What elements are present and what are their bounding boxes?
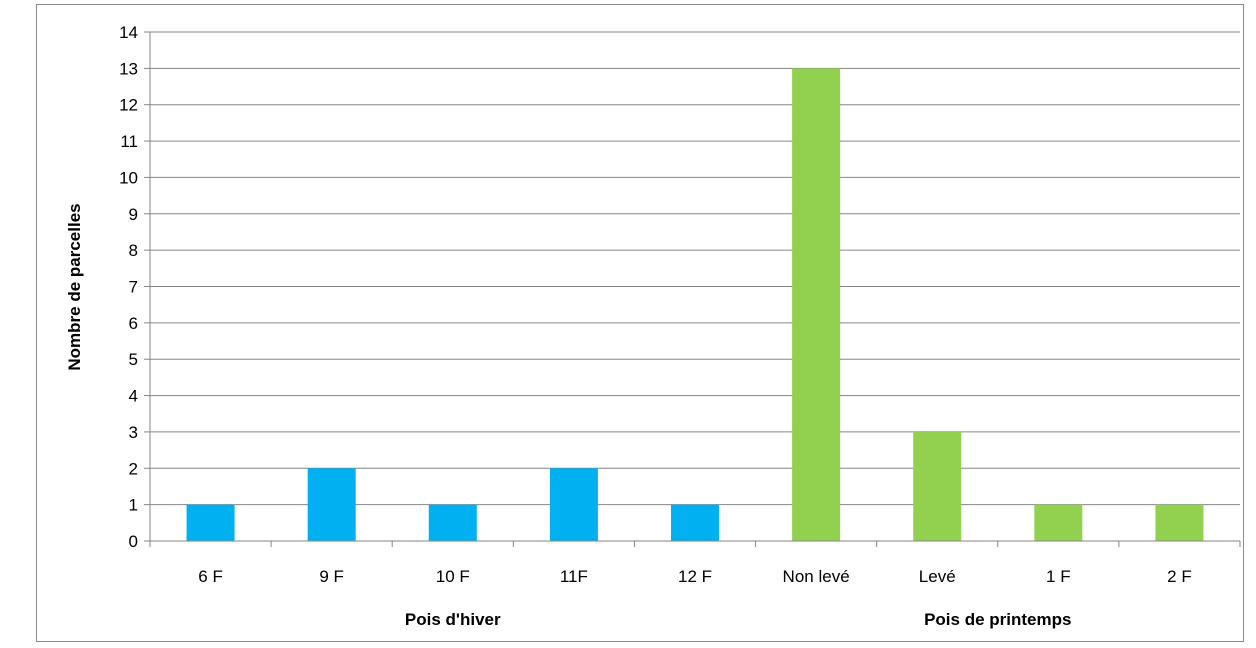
y-tick-label: 11 <box>120 132 138 151</box>
y-tick-label: 7 <box>129 278 138 297</box>
bar <box>671 504 719 541</box>
bar <box>549 468 598 541</box>
group-label: Pois d'hiver <box>405 610 501 629</box>
x-tick-label: 6 F <box>198 567 223 586</box>
group-labels: Pois d'hiver Pois de printemps <box>405 610 1072 629</box>
y-tick-label: 13 <box>119 59 138 78</box>
x-tick-labels: 6 F 9 F 10 F 11F 12 F Non levé Levé 1 F 2 F <box>198 567 1191 586</box>
bar <box>186 504 235 541</box>
x-tick-label: 12 F <box>678 567 712 586</box>
y-tick-label: 5 <box>129 350 138 369</box>
y-tick-label: 6 <box>129 314 138 333</box>
x-tick-label: 1 F <box>1046 567 1071 586</box>
axes <box>144 31 1241 547</box>
bars <box>186 68 1204 541</box>
y-tick-label: 9 <box>129 205 138 224</box>
x-tick-label: Non levé <box>783 567 850 586</box>
y-tick-label: 8 <box>129 241 138 260</box>
bar <box>1155 504 1204 541</box>
bar <box>307 468 356 541</box>
group-label: Pois de printemps <box>924 610 1071 629</box>
y-tick-label: 2 <box>129 459 138 478</box>
bar <box>1034 504 1083 541</box>
y-axis-label: Nombre de parcelles <box>65 203 84 370</box>
bar <box>913 431 962 541</box>
bar <box>428 504 477 541</box>
y-tick-label: 0 <box>129 532 138 551</box>
x-tick-label: 10 F <box>436 567 470 586</box>
y-tick-label: 1 <box>129 496 138 515</box>
y-tick-label: 10 <box>119 168 138 187</box>
x-tick-label: Levé <box>919 567 956 586</box>
y-tick-label: 14 <box>119 23 138 42</box>
x-tick-label: 11F <box>560 567 588 586</box>
gridlines <box>150 31 1240 506</box>
y-tick-label: 3 <box>129 423 138 442</box>
x-tick-label: 2 F <box>1167 567 1192 586</box>
y-tick-label: 12 <box>119 96 138 115</box>
x-tick-label: 9 F <box>319 567 344 586</box>
y-tick-label: 4 <box>129 387 138 406</box>
bar <box>792 68 841 541</box>
